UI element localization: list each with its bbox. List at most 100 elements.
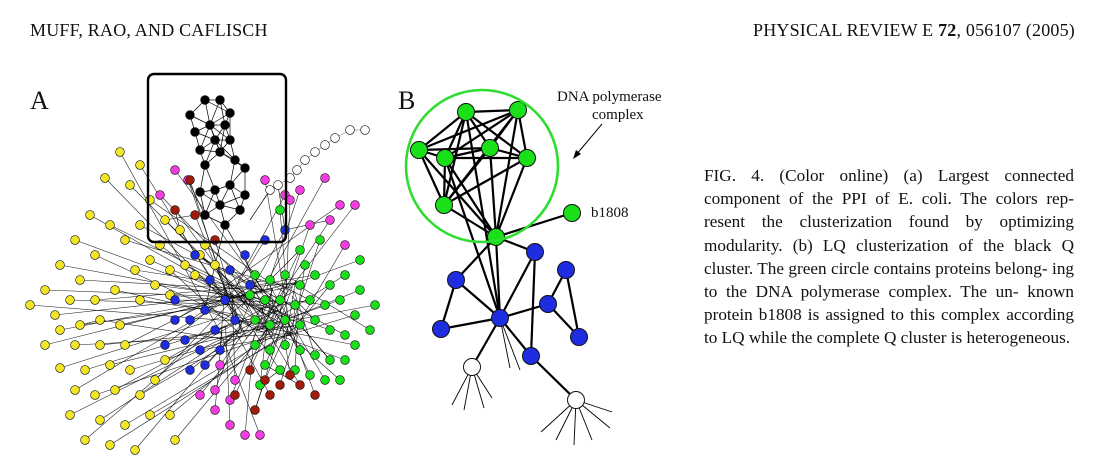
journal-article: , 056107 (2005) (956, 20, 1075, 40)
network-node (240, 430, 250, 440)
network-edge (244, 334, 255, 436)
network-node (50, 310, 60, 320)
network-edge (214, 139, 236, 161)
network-node (170, 205, 180, 215)
network-node (365, 325, 375, 335)
network-node (345, 125, 355, 135)
panel-b-edge (494, 236, 502, 319)
panel-b-node (447, 271, 465, 289)
network-node (85, 210, 95, 220)
network-node (260, 295, 270, 305)
panel-b-edge (494, 157, 529, 238)
black-cluster-box (146, 72, 288, 244)
panel-b-node (526, 243, 544, 261)
network-node (305, 370, 315, 380)
network-node (355, 255, 365, 265)
panel-a-label: A (30, 86, 49, 115)
network-edge (174, 209, 248, 308)
dna-polymerase-circle (404, 88, 560, 244)
panel-b-edge (488, 147, 498, 238)
network-node (230, 315, 240, 325)
network-edge (54, 296, 227, 316)
network-node (370, 300, 380, 310)
network-node (355, 285, 365, 295)
network-edge (169, 313, 294, 416)
network-edge (214, 224, 226, 266)
network-node (55, 260, 65, 270)
network-node (90, 295, 100, 305)
network-edge (286, 317, 316, 396)
network-node (215, 345, 225, 355)
network-node (275, 295, 285, 305)
network-node (310, 350, 320, 360)
panel-b-network (404, 88, 613, 446)
network-node (130, 265, 140, 275)
panel-b-edge (464, 111, 502, 319)
network-node (215, 147, 225, 157)
network-edge (261, 249, 301, 330)
network-node (135, 390, 145, 400)
network-node (250, 270, 260, 280)
network-node (125, 180, 135, 190)
network-node (165, 410, 175, 420)
network-edge (194, 214, 243, 332)
network-edge (279, 259, 361, 290)
network-node (200, 210, 210, 220)
panel-b-node (487, 228, 505, 246)
network-edge (169, 269, 241, 335)
network-node (210, 185, 220, 195)
caption-line: according to LQ while the complete Q clu… (704, 305, 1074, 348)
caption-line: heterogeneous. (966, 328, 1071, 348)
network-node (160, 340, 170, 350)
network-edge (298, 244, 346, 323)
network-node (225, 180, 235, 190)
network-edge (214, 330, 223, 411)
network-node (205, 120, 215, 130)
network-edge (94, 335, 274, 396)
panel-b-node (570, 328, 588, 346)
network-node (240, 163, 250, 173)
panel-b-edge (418, 146, 491, 152)
network-node (320, 375, 330, 385)
network-edge (257, 324, 301, 333)
network-node (310, 390, 320, 400)
network-edge (109, 325, 299, 446)
network-edge (231, 299, 281, 371)
network-node (225, 135, 235, 145)
network-edge (184, 326, 229, 341)
network-node (285, 370, 295, 380)
network-node (25, 300, 35, 310)
panel-b-edge (499, 251, 536, 319)
network-node (95, 340, 105, 350)
network-node (275, 380, 285, 390)
network-edge (225, 326, 231, 426)
panel-b-label: B (398, 86, 416, 115)
network-node (200, 160, 210, 170)
network-edge (124, 333, 278, 426)
panel-b-node (435, 196, 453, 214)
panel-b-node (463, 358, 481, 376)
network-node (70, 385, 80, 395)
network-node (130, 445, 140, 455)
panel-b-node (491, 309, 509, 327)
panel-b-edge (495, 211, 573, 239)
panel-b-edge (471, 317, 501, 368)
network-edge (291, 296, 316, 321)
caption-line: FIG. 4. (Color online) (a) Largest conne… (704, 166, 1074, 185)
network-node (185, 365, 195, 375)
panel-b-node (481, 139, 499, 157)
network-node (55, 363, 65, 373)
network-node (150, 375, 160, 385)
network-node (190, 210, 200, 220)
network-node (145, 255, 155, 265)
network-node (325, 355, 335, 365)
network-edge (294, 264, 306, 332)
network-edge (74, 239, 296, 322)
network-edge (99, 334, 231, 421)
network-node (90, 250, 100, 260)
network-edge (294, 282, 371, 331)
network-edge (255, 274, 316, 286)
panel-b-nodes (410, 101, 588, 409)
network-node (240, 250, 250, 260)
network-node (335, 295, 345, 305)
